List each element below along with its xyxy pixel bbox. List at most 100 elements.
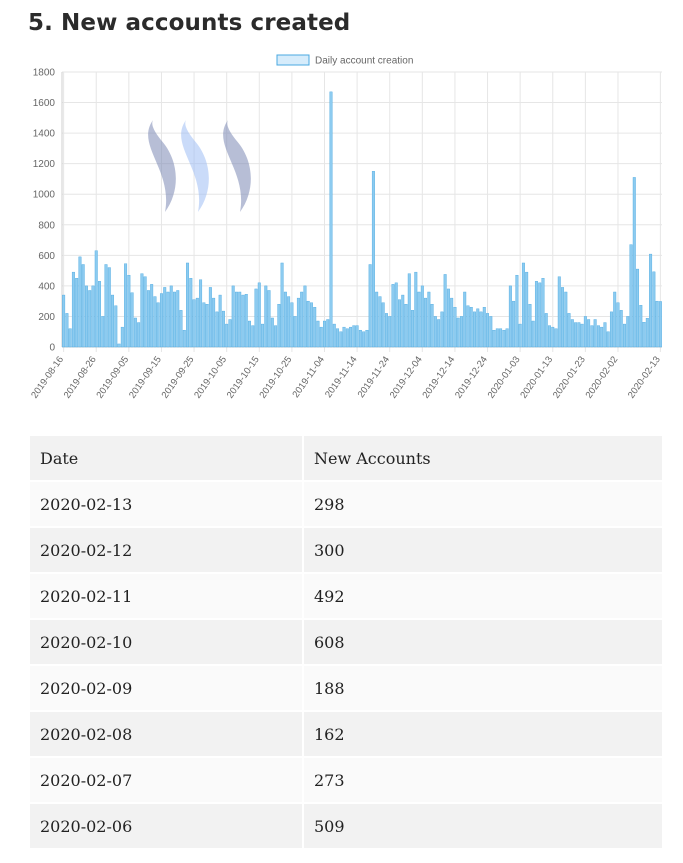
bar <box>137 322 141 348</box>
bar <box>528 304 532 348</box>
x-tick-label: 2020-01-23 <box>551 354 588 400</box>
bar <box>234 291 238 348</box>
bar <box>371 171 375 348</box>
x-tick-label: 2019-10-15 <box>225 354 262 400</box>
table-row: 2020-02-13 298 <box>30 482 662 526</box>
bar <box>238 291 242 348</box>
bar <box>225 323 229 348</box>
bar <box>466 305 470 348</box>
bar <box>394 282 398 348</box>
bar <box>309 302 313 348</box>
bar <box>606 331 610 348</box>
bar <box>124 263 128 348</box>
x-tick-label: 2019-12-24 <box>453 354 490 400</box>
bar <box>133 317 137 348</box>
bar <box>525 271 529 348</box>
cell-date: 2020-02-07 <box>30 758 302 802</box>
cell-date: 2020-02-11 <box>30 574 302 618</box>
y-tick-label: 800 <box>38 220 55 231</box>
bar <box>352 325 356 348</box>
bar <box>264 285 268 348</box>
x-tick-label: 2020-01-13 <box>518 354 555 400</box>
bar <box>433 316 437 348</box>
bar <box>398 299 401 348</box>
bar <box>567 313 571 348</box>
bar <box>153 296 157 348</box>
bar <box>469 307 473 348</box>
bar <box>593 319 597 348</box>
cell-new-accounts: 492 <box>304 574 662 618</box>
cell-new-accounts: 188 <box>304 666 662 710</box>
bar <box>541 278 545 348</box>
bar <box>583 316 587 348</box>
bar <box>176 290 180 348</box>
bar <box>658 301 662 348</box>
bar <box>244 294 248 348</box>
cell-date: 2020-02-12 <box>30 528 302 572</box>
bar <box>652 271 656 348</box>
bar <box>296 297 300 348</box>
bar <box>221 310 225 348</box>
table-row: 2020-02-08 162 <box>30 712 662 756</box>
bar <box>117 343 121 348</box>
bar <box>127 274 131 348</box>
bar <box>636 268 640 348</box>
x-tick-label: 2019-12-04 <box>388 354 425 400</box>
bar <box>290 302 294 348</box>
bar <box>629 244 633 348</box>
bar <box>189 278 193 348</box>
bar <box>182 329 186 348</box>
bar <box>420 285 424 348</box>
bar <box>342 326 346 348</box>
bar <box>459 316 463 348</box>
bar <box>313 307 317 348</box>
bar <box>443 274 447 348</box>
bar <box>561 287 565 348</box>
bar <box>417 291 421 348</box>
bar <box>489 316 493 348</box>
bar <box>609 311 613 348</box>
bar <box>430 304 434 348</box>
bar <box>287 296 291 348</box>
bar <box>596 325 600 348</box>
bar <box>446 288 450 348</box>
bar <box>538 282 542 348</box>
bar <box>486 313 490 348</box>
y-tick-label: 1200 <box>33 159 56 170</box>
bar <box>479 311 483 348</box>
x-tick-label: 2020-01-03 <box>486 354 523 400</box>
bar <box>68 328 72 348</box>
bar <box>336 328 340 348</box>
bar <box>407 273 411 348</box>
bar <box>414 271 418 348</box>
bar <box>384 313 388 348</box>
bar <box>456 317 460 348</box>
bar <box>587 319 591 348</box>
cell-date: 2020-02-06 <box>30 804 302 848</box>
bar <box>277 304 281 348</box>
bar <box>212 297 216 348</box>
x-tick-label: 2020-02-13 <box>626 354 663 400</box>
bar <box>323 320 326 348</box>
bar <box>101 316 105 348</box>
bar <box>163 287 167 348</box>
bar <box>453 307 457 348</box>
y-tick-label: 0 <box>49 343 55 354</box>
bar <box>544 313 548 348</box>
bar <box>375 291 379 348</box>
bar <box>365 329 369 348</box>
x-tick-label: 2019-10-05 <box>192 354 229 400</box>
bar <box>208 287 212 348</box>
x-tick-label: 2019-09-05 <box>94 354 131 400</box>
bar <box>283 291 287 348</box>
bar <box>349 326 353 348</box>
bar <box>107 267 111 348</box>
bar <box>600 326 604 348</box>
bar <box>215 311 219 348</box>
bar <box>140 273 144 348</box>
bar <box>368 264 372 348</box>
bar <box>186 262 190 348</box>
bar <box>231 285 235 348</box>
legend-swatch <box>276 54 310 66</box>
bar <box>267 290 271 348</box>
